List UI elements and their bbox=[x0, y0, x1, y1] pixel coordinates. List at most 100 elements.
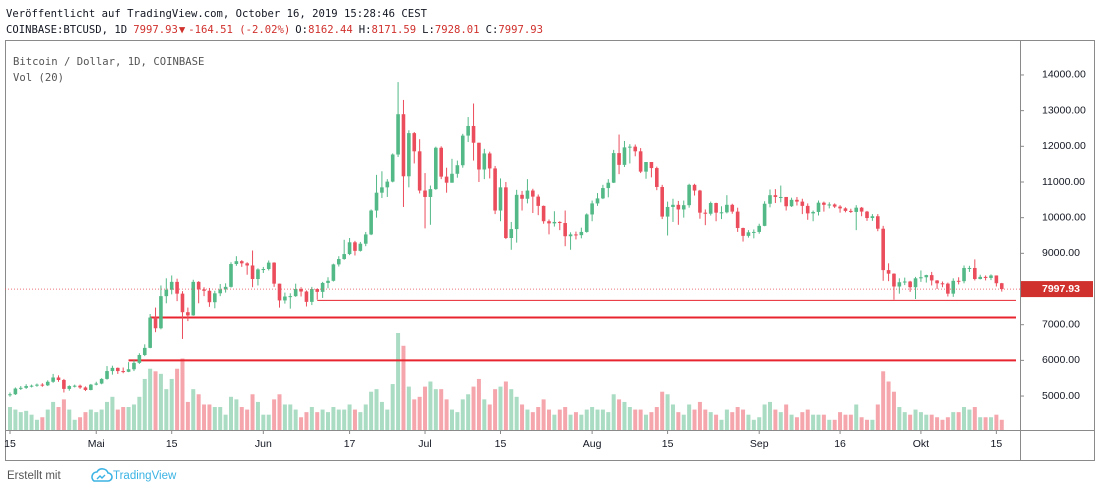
volume-bar bbox=[999, 419, 1004, 430]
volume-bar bbox=[994, 414, 999, 430]
volume-bar bbox=[703, 409, 708, 430]
candle-body bbox=[622, 147, 627, 165]
x-tick-label: 15 bbox=[4, 438, 16, 450]
volume-bar bbox=[552, 414, 557, 430]
x-tick-label: 16 bbox=[834, 438, 846, 450]
candle-body bbox=[778, 196, 783, 198]
volume-bar bbox=[45, 409, 50, 430]
volume-bar bbox=[439, 389, 444, 430]
volume-bar bbox=[24, 410, 29, 430]
candle-body bbox=[822, 202, 826, 205]
candle-body bbox=[223, 286, 228, 290]
candle-body bbox=[746, 232, 751, 236]
candle-body bbox=[908, 281, 912, 288]
volume-bar bbox=[379, 401, 384, 430]
volume-bar bbox=[212, 407, 217, 430]
candle-body bbox=[407, 133, 411, 177]
quote-ohlc-value: 8171.59 bbox=[371, 24, 416, 36]
x-tick-label: Okt bbox=[913, 438, 929, 450]
candle-body bbox=[455, 165, 460, 174]
candle-body bbox=[805, 205, 810, 214]
candle-body bbox=[8, 394, 12, 396]
chart-frame bbox=[5, 40, 1095, 461]
volume-bar bbox=[169, 378, 174, 430]
quote-symbol: COINBASE:BTCUSD, 1D bbox=[6, 24, 127, 36]
volume-bar bbox=[347, 404, 352, 430]
candle-body bbox=[531, 190, 535, 197]
candle-body bbox=[547, 221, 551, 224]
quote-ohlc-label: L: bbox=[422, 24, 435, 36]
volume-bar bbox=[61, 399, 66, 430]
candle-body bbox=[13, 388, 18, 395]
candle-body bbox=[35, 384, 39, 386]
volume-bar bbox=[13, 409, 18, 430]
candle-body bbox=[999, 283, 1004, 290]
candle-body bbox=[320, 282, 325, 292]
volume-bar bbox=[29, 414, 34, 430]
volume-bar bbox=[245, 409, 250, 430]
volume-bar bbox=[202, 404, 207, 430]
volume-bar bbox=[466, 394, 471, 430]
candle-body bbox=[827, 204, 832, 206]
candle-body bbox=[380, 187, 384, 193]
volume-bar bbox=[627, 407, 632, 430]
volume-bar bbox=[250, 394, 255, 430]
candle-body bbox=[994, 275, 999, 284]
candle-body bbox=[331, 264, 336, 281]
volume-bar bbox=[789, 414, 794, 430]
candle-body bbox=[919, 277, 923, 279]
volume-bar bbox=[487, 404, 492, 430]
candle-body bbox=[681, 205, 686, 210]
candle-body bbox=[213, 293, 217, 303]
candle-body bbox=[229, 264, 233, 287]
candle-body bbox=[714, 203, 718, 213]
candle-body bbox=[811, 211, 815, 214]
candle-body bbox=[498, 187, 503, 211]
x-tick-label: 15 bbox=[991, 438, 1003, 450]
volume-bar bbox=[843, 414, 848, 430]
volume-bar bbox=[228, 396, 233, 430]
volume-bar bbox=[908, 414, 913, 430]
volume-bar bbox=[897, 407, 902, 430]
volume-bar bbox=[525, 409, 530, 430]
candle-body bbox=[487, 153, 492, 169]
candle-body bbox=[116, 367, 120, 372]
volume-bar bbox=[460, 399, 465, 430]
volume-bar bbox=[865, 419, 870, 430]
volume-bar bbox=[67, 409, 72, 430]
candle-body bbox=[369, 210, 373, 235]
volume-bar bbox=[590, 407, 595, 430]
volume-bar bbox=[239, 407, 244, 430]
candle-body bbox=[752, 231, 756, 233]
volume-bar bbox=[751, 419, 756, 430]
volume-bar bbox=[175, 368, 180, 430]
volume-bar bbox=[304, 412, 309, 430]
candle-body bbox=[940, 283, 945, 285]
candle-body bbox=[606, 182, 611, 189]
volume-bar bbox=[396, 333, 401, 430]
candle-body bbox=[800, 201, 805, 206]
footer-brand[interactable]: TradingView bbox=[113, 470, 177, 482]
candle-body bbox=[412, 133, 417, 152]
candle-body bbox=[299, 289, 303, 292]
x-tick-label: 15 bbox=[495, 438, 507, 450]
candle-body bbox=[628, 146, 632, 148]
volume-bar bbox=[352, 409, 357, 430]
published-line: Veröffentlicht auf TradingView.com, Octo… bbox=[6, 8, 428, 20]
candle-body bbox=[708, 203, 713, 214]
candle-body bbox=[514, 194, 519, 230]
quote-ohlc-label: H: bbox=[359, 24, 372, 36]
candle-body bbox=[272, 262, 276, 284]
volume-bar bbox=[8, 407, 12, 430]
candle-body bbox=[520, 194, 524, 199]
candle-body bbox=[784, 196, 788, 207]
candle-body bbox=[180, 293, 185, 313]
volume-bar bbox=[838, 412, 843, 430]
volume-bar bbox=[638, 409, 643, 430]
volume-bar bbox=[83, 412, 88, 430]
x-tick-label: Jun bbox=[255, 438, 272, 450]
candle-body bbox=[816, 202, 821, 212]
candle-body bbox=[875, 216, 880, 229]
volume-bar bbox=[735, 407, 740, 430]
candle-body bbox=[671, 204, 675, 207]
